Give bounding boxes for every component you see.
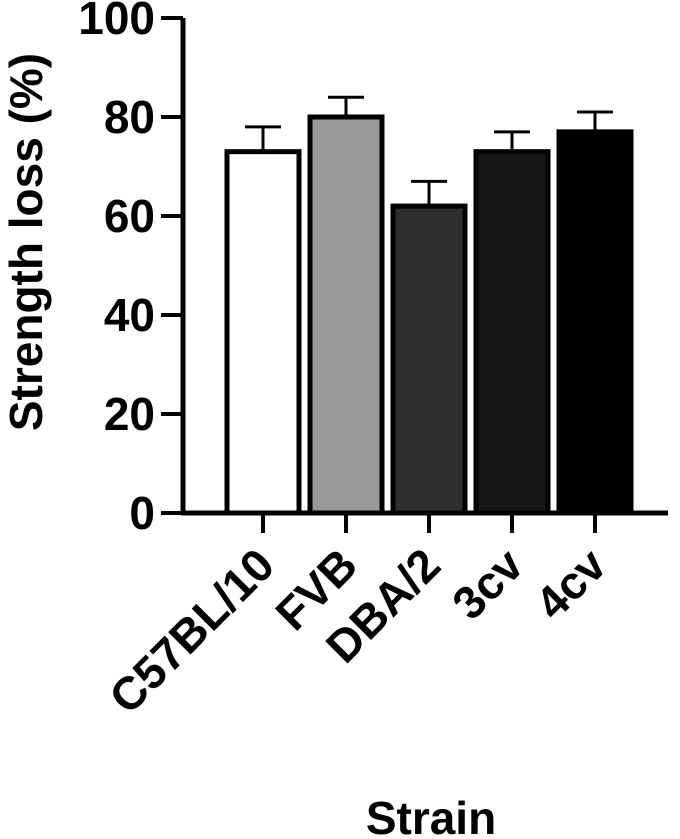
x-tick-label-C57BL/10: C57BL/10 [99, 538, 284, 723]
y-tick-label-60: 60 [104, 190, 155, 242]
y-tick-label-100: 100 [78, 0, 155, 44]
bar-DBA/2 [390, 203, 468, 516]
y-tick-label-80: 80 [104, 91, 155, 143]
x-tick-label-3cv: 3cv [442, 538, 533, 629]
y-tick-label-40: 40 [104, 289, 155, 341]
bar-FVB [307, 114, 385, 516]
bar-3cv [473, 149, 551, 516]
y-axis-title: Strength loss (%) [0, 53, 52, 431]
x-axis-title: Strain [366, 792, 496, 839]
y-tick-label-20: 20 [104, 388, 155, 440]
bars-layer [224, 114, 634, 516]
bar-4cv [556, 129, 634, 516]
bar-C57BL/10 [224, 149, 302, 516]
y-ticks-layer: 0 20 40 60 80 100 [78, 0, 183, 539]
error-bars-layer [245, 95, 613, 207]
x-tick-label-4cv: 4cv [525, 538, 616, 629]
y-tick-label-0: 0 [129, 487, 155, 539]
